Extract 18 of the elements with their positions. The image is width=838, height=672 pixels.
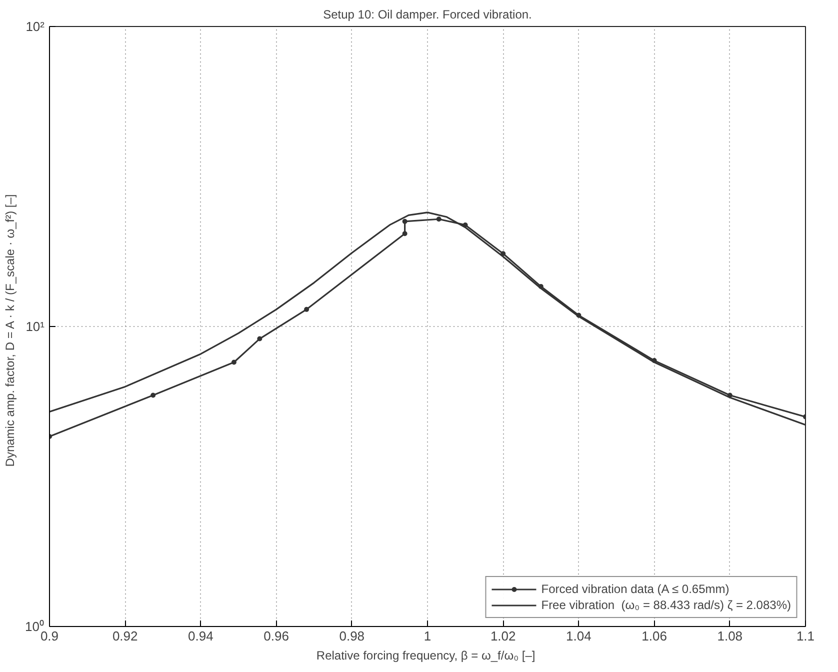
legend-label: Forced vibration data (A ≤ 0.65mm)	[541, 582, 730, 596]
x-tick-label: 0.98	[339, 628, 365, 644]
x-tick-label: 0.9	[40, 628, 59, 644]
x-tick-label: 1.02	[490, 628, 516, 644]
y-tick-label: 10²	[26, 19, 46, 34]
x-tick-label: 0.96	[264, 628, 289, 644]
x-tick-label: 1	[424, 628, 432, 644]
chart-title: Setup 10: Oil damper. Forced vibration.	[323, 8, 532, 22]
x-axis-title: Relative forcing frequency, β = ω_f/ω₀ [–]	[316, 648, 536, 662]
x-tick-label: 1.1	[796, 628, 815, 644]
x-tick-label: 1.04	[566, 628, 592, 644]
x-tick-label: 0.92	[112, 628, 138, 644]
y-tick-label: 10¹	[26, 319, 46, 334]
x-tick-label: 1.08	[717, 628, 743, 644]
legend-label: Free vibration (ω₀ = 88.433 rad/s) ζ = 2.083%)	[541, 598, 791, 612]
x-tick-label: 1.06	[642, 628, 667, 644]
y-axis-title: Dynamic amp. factor, D = A · k / (F_scale · ω_f²) [–]	[3, 194, 18, 467]
x-tick-label: 0.94	[188, 628, 214, 644]
